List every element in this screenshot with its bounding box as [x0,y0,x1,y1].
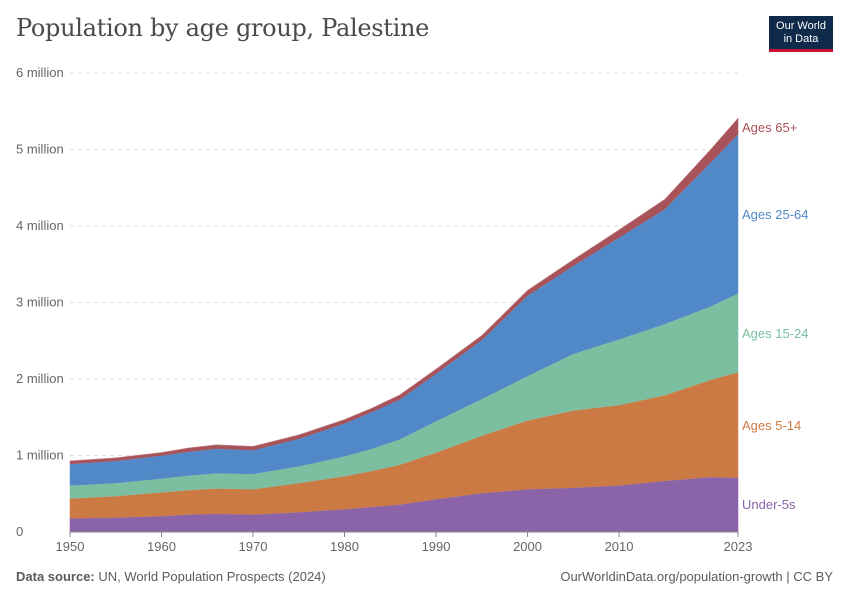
logo-line-1: Our World [776,20,826,32]
y-tick-label: 6 million [16,65,64,80]
x-tick-label: 1990 [422,539,451,554]
area-ages-65- [69,117,739,465]
source-link[interactable]: OurWorldinData.org/population-growth | C… [560,569,833,584]
x-tick-label: 1980 [330,539,359,554]
owid-logo[interactable]: Our World in Data [769,16,833,52]
series-label: Ages 15-24 [742,326,809,341]
series-label: Ages 5-14 [742,418,801,433]
series-labels: Under-5s Ages 5-14 Ages 15-24 Ages 25-64 Age… [742,120,809,512]
data-source-text: UN, World Population Prospects (2024) [98,569,326,584]
data-source-label: Data source: [16,569,95,584]
y-tick-label: 0 [16,524,23,539]
x-tick-label: 2010 [605,539,634,554]
x-axis: 1950 1960 1970 1980 1990 2000 2010 2023 [56,531,753,554]
x-tick-label: 1970 [239,539,268,554]
stacked-areas [69,117,739,533]
data-source-note: Data source: UN, World Population Prospe… [16,569,326,584]
series-label: Ages 65+ [742,120,797,135]
y-axis-ticks: 0 1 million 2 million 3 million 4 million 5 m… [16,65,64,539]
y-tick-label: 5 million [16,142,64,157]
series-label: Under-5s [742,497,796,512]
logo-line-2: in Data [783,33,819,45]
y-tick-label: 3 million [16,295,64,310]
y-tick-label: 1 million [16,448,64,463]
y-tick-label: 4 million [16,218,64,233]
y-tick-label: 2 million [16,371,64,386]
x-tick-label: 2000 [513,539,542,554]
x-tick-label: 2023 [724,539,753,554]
page-title: Population by age group, Palestine [16,14,430,42]
x-tick-label: 1950 [56,539,85,554]
area-edge [69,117,739,462]
x-tick-label: 1960 [147,539,176,554]
series-label: Ages 25-64 [742,207,809,222]
